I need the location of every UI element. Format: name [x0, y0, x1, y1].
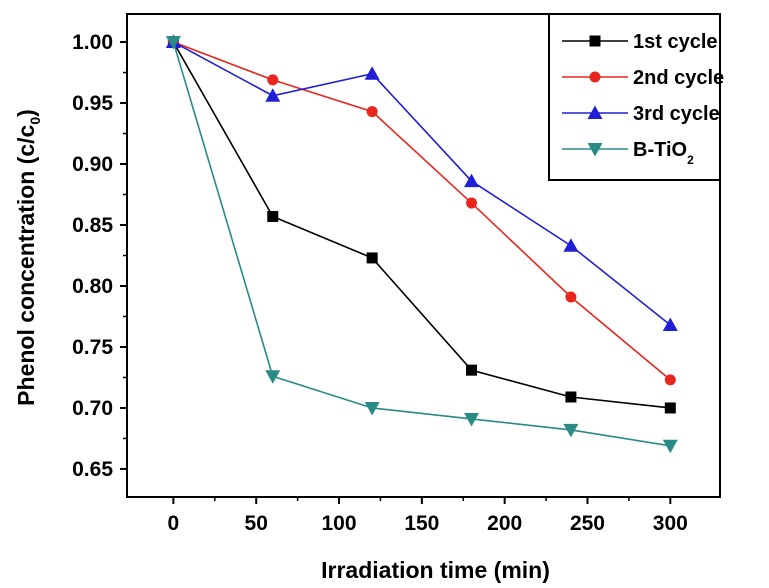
series-line — [172, 41, 671, 326]
x-tick-label: 100 — [321, 512, 356, 535]
legend-label-subscript: 2 — [687, 153, 694, 167]
legend-item: 1st cycle — [562, 31, 718, 53]
series-line — [173, 41, 671, 381]
legend-label: 1st cycle — [633, 31, 718, 53]
data-point — [265, 88, 281, 102]
series-3 — [165, 34, 678, 332]
y-axis-ticks: 0.65 0.70 0.75 0.80 0.85 0.90 0.95 1.00 — [72, 31, 127, 481]
data-point — [366, 106, 378, 118]
data-point — [464, 173, 480, 188]
legend-marker — [589, 35, 601, 47]
series-line — [172, 41, 671, 409]
data-point — [364, 66, 380, 80]
legend-item: 2nd cycle — [562, 67, 724, 89]
data-point — [364, 401, 380, 416]
x-tick-label: 300 — [653, 512, 688, 535]
y-tick-label: 0.75 — [72, 336, 113, 359]
y-axis-title-main: Phenol concentration (c/c — [13, 124, 39, 405]
data-point — [563, 238, 579, 252]
y-tick-label: 0.65 — [72, 458, 113, 481]
data-point — [464, 412, 480, 427]
legend-label: 2nd cycle — [633, 67, 724, 89]
legend-marker — [587, 143, 603, 157]
legend-label: 3rd cycle — [633, 103, 720, 125]
y-tick-label: 0.95 — [72, 92, 113, 115]
series-layer — [165, 34, 678, 454]
data-point — [565, 391, 577, 403]
x-tick-label: 0 — [168, 512, 180, 535]
data-point — [664, 374, 676, 386]
series-line — [172, 41, 671, 447]
data-point — [267, 210, 279, 222]
y-tick-label: 1.00 — [72, 31, 113, 54]
x-tick-label: 50 — [245, 512, 268, 535]
data-point — [662, 317, 678, 332]
legend-marker — [587, 105, 603, 119]
x-tick-label: 200 — [487, 512, 522, 535]
legend-item: 3rd cycle — [562, 103, 720, 125]
data-point — [565, 291, 577, 303]
y-tick-label: 0.80 — [72, 275, 113, 298]
data-point — [265, 370, 281, 384]
x-tick-label: 250 — [570, 512, 605, 535]
y-tick-label: 0.85 — [72, 214, 113, 237]
x-axis-title: Irradiation time (min) — [321, 557, 550, 583]
data-point — [664, 402, 676, 414]
y-tick-label: 0.90 — [72, 153, 113, 176]
data-point — [267, 74, 279, 86]
x-tick-label: 150 — [404, 512, 439, 535]
y-axis-title-subscript: 0 — [27, 117, 43, 125]
data-point — [165, 36, 181, 50]
y-axis-title: Phenol concentration (c/c0) — [13, 109, 43, 406]
data-point — [662, 439, 678, 454]
data-point — [466, 364, 478, 376]
data-point — [563, 423, 579, 438]
data-point — [466, 197, 478, 209]
y-tick-label: 0.70 — [72, 397, 113, 420]
legend-marker — [589, 71, 601, 83]
data-point — [366, 252, 378, 264]
x-axis-ticks: 0 50 100 150 200 250 300 — [168, 497, 688, 535]
series-4 — [165, 36, 678, 454]
y-axis-title-close: ) — [13, 109, 39, 117]
